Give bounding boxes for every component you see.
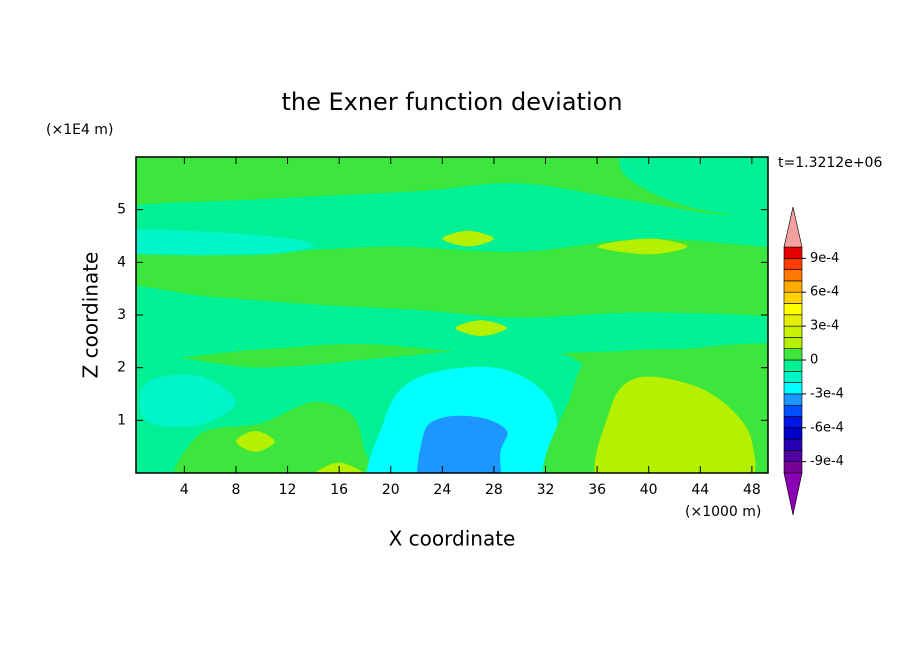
colorbar-box — [783, 370, 803, 383]
colorbar-tick-label: 6e-4 — [810, 285, 839, 300]
colorbar-tick-label: 0 — [810, 353, 818, 368]
y-tick-label: 5 — [117, 202, 126, 218]
x-tick-label: 28 — [485, 482, 503, 498]
x-tick-label: 36 — [588, 482, 606, 498]
colorbar-box — [783, 393, 803, 406]
x-tick-label: 16 — [330, 482, 348, 498]
x-tick-label: 48 — [743, 482, 761, 498]
x-axis-label: X coordinate — [389, 527, 516, 551]
colorbar-box — [783, 404, 803, 417]
contour-region — [136, 183, 768, 252]
colorbar-box — [783, 291, 803, 304]
colorbar-box — [783, 348, 803, 361]
y-tick-label: 3 — [117, 307, 126, 323]
x-tick-label: 8 — [231, 482, 240, 498]
colorbar-box — [783, 257, 803, 270]
colorbar-box — [783, 461, 803, 474]
x-tick-label: 20 — [382, 482, 400, 498]
colorbar-box — [783, 427, 803, 440]
colorbar-tick-label: -3e-4 — [810, 386, 844, 401]
colorbar-tick-label: 3e-4 — [810, 319, 839, 334]
x-tick-label: 32 — [537, 482, 555, 498]
colorbar-tick-label: 9e-4 — [810, 251, 839, 266]
colorbar-box — [783, 280, 803, 293]
contour-region — [455, 320, 507, 337]
colorbar-box — [783, 450, 803, 462]
contour-region — [173, 401, 381, 473]
colorbar-box — [783, 416, 803, 429]
contour-region — [136, 229, 314, 256]
colorbar-box — [783, 246, 803, 259]
contour-region — [136, 285, 768, 361]
colorbar-tick-label: -9e-4 — [810, 454, 844, 469]
time-label: t=1.3212e+06 — [778, 155, 882, 171]
colorbar-box — [783, 269, 803, 282]
colorbar-tick-label: -6e-4 — [810, 420, 844, 435]
colorbar-box — [783, 438, 803, 451]
colorbar-under — [783, 472, 803, 516]
colorbar-box — [783, 359, 803, 372]
x-tick-label: 24 — [433, 482, 451, 498]
colorbar-box — [783, 337, 803, 349]
y-tick-label: 1 — [117, 412, 126, 428]
x-unit-label: (×1000 m) — [685, 504, 761, 520]
chart-title: the Exner function deviation — [281, 88, 622, 116]
contour-region — [442, 230, 494, 247]
contour-region — [594, 376, 756, 473]
y-tick-label: 4 — [117, 254, 126, 270]
x-tick-label: 12 — [279, 482, 297, 498]
x-tick-label: 40 — [640, 482, 658, 498]
contour-region — [597, 238, 688, 255]
contour-region — [235, 430, 275, 452]
contour-region — [139, 374, 236, 428]
colorbar-box — [783, 303, 803, 316]
colorbar-box — [783, 325, 803, 338]
colorbar-box — [783, 382, 803, 395]
y-tick-label: 2 — [117, 360, 126, 376]
contour-region — [417, 415, 508, 473]
y-unit-label: (×1E4 m) — [46, 122, 113, 138]
colorbar-over — [783, 206, 803, 248]
colorbar-box — [783, 314, 803, 327]
contour-region — [619, 157, 768, 217]
contour-field — [136, 157, 768, 473]
x-tick-label: 4 — [180, 482, 189, 498]
x-tick-label: 44 — [691, 482, 709, 498]
y-axis-label: Z coordinate — [79, 252, 103, 379]
